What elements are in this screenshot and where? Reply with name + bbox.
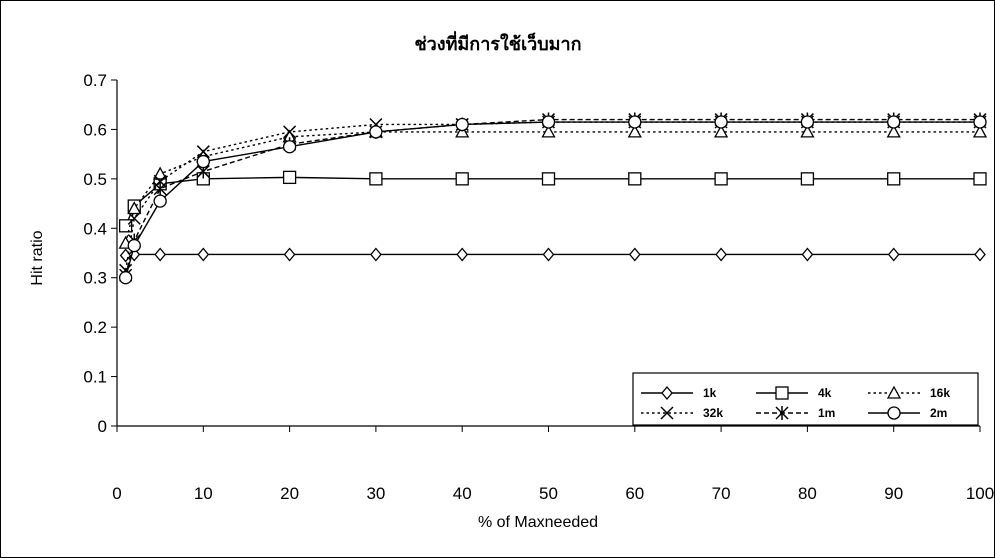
data-point-2m (628, 115, 642, 129)
data-point-1k (370, 247, 382, 262)
data-point-1k (801, 247, 814, 262)
legend-marker-32k (660, 406, 674, 420)
chart-title: ช่วงที่มีการใช้เว็บมาก (414, 31, 581, 55)
legend-label-16k: 16k (930, 386, 950, 400)
legend-box (632, 372, 979, 426)
data-point-1k (974, 247, 986, 262)
x-tick-label: 50 (539, 484, 558, 503)
data-point-16k (886, 124, 901, 138)
data-point-1k (154, 247, 166, 262)
y-axis-title: Hit ratio (29, 230, 46, 285)
data-point-32k (196, 145, 210, 159)
legend-label-4k: 4k (818, 386, 832, 400)
data-point-1k (887, 247, 900, 262)
data-point-1k (542, 247, 555, 262)
data-point-16k (714, 124, 729, 138)
x-tick-label: 40 (453, 484, 472, 503)
data-point-2m (282, 140, 297, 154)
data-point-1m (153, 181, 167, 196)
legend-marker-1k (661, 385, 673, 401)
y-tick-label: 0.7 (83, 71, 107, 90)
data-point-4k (887, 172, 901, 186)
data-point-2m (887, 115, 901, 129)
series-line-32k (124, 121, 980, 271)
series-layer (118, 112, 988, 285)
legend: 1k 4k 16k 32k 1m 2m (632, 372, 979, 426)
legend-label-2m: 2m (930, 406, 947, 420)
data-point-2m (973, 115, 987, 129)
data-point-2m (127, 238, 141, 253)
series-1m (119, 112, 987, 283)
series-2m (118, 115, 987, 285)
y-tick-label: 0.2 (83, 318, 107, 337)
data-point-2m (455, 117, 469, 132)
y-tick-label: 0.1 (83, 368, 107, 387)
legend-marker-4k (775, 386, 789, 400)
data-point-4k (118, 219, 133, 233)
legend-marker-16k (886, 385, 902, 399)
data-point-1k (197, 247, 210, 262)
data-point-4k (628, 172, 642, 186)
legend-label-1m: 1m (818, 406, 835, 420)
x-tick-label: 10 (194, 484, 213, 503)
data-point-16k (627, 124, 642, 138)
data-point-1k (715, 247, 727, 262)
data-point-1k (628, 247, 641, 262)
x-tick-label: 0 (112, 484, 121, 503)
y-tick-label: 0.3 (83, 269, 107, 288)
data-point-2m (153, 194, 167, 208)
data-point-4k (282, 170, 297, 185)
y-tick-label: 0.6 (83, 120, 107, 139)
y-tick-label: 0.4 (83, 219, 107, 238)
x-tick-label: 90 (884, 484, 903, 503)
legend-label-1k: 1k (703, 386, 717, 400)
data-point-2m (800, 115, 815, 129)
data-point-2m (541, 115, 556, 129)
data-point-2m (196, 154, 210, 169)
data-point-1k (119, 248, 132, 263)
data-point-16k (127, 201, 142, 215)
series-1k (119, 247, 986, 263)
x-axis-title: % of Maxneeded (478, 514, 598, 531)
data-point-16k (541, 124, 556, 138)
y-tick-label: 0.5 (83, 170, 107, 189)
series-line-16k (124, 131, 980, 244)
data-point-1k (283, 247, 296, 262)
data-point-16k (153, 166, 168, 180)
legend-marker-1m (775, 406, 789, 420)
x-tick-label: 100 (966, 484, 994, 503)
x-tick-label: 80 (798, 484, 817, 503)
data-point-4k (455, 172, 469, 186)
data-point-4k (369, 172, 383, 186)
data-point-2m (369, 125, 383, 139)
data-point-32k (127, 211, 141, 225)
data-point-16k (972, 124, 988, 138)
data-point-4k (541, 172, 556, 186)
series-line-1m (124, 118, 980, 276)
data-point-16k (800, 124, 815, 138)
legend-label-32k: 32k (703, 406, 723, 420)
x-tick-label: 30 (366, 484, 385, 503)
x-tick-label: 60 (625, 484, 644, 503)
series-16k (118, 124, 988, 249)
data-point-32k (283, 125, 297, 139)
data-point-2m (714, 115, 728, 129)
series-32k (119, 115, 987, 277)
x-tick-label: 70 (712, 484, 731, 503)
y-tick-label: 0 (98, 417, 107, 436)
data-point-4k (800, 172, 815, 186)
series-4k (118, 170, 987, 233)
data-point-2m (118, 271, 133, 285)
data-point-4k (714, 172, 728, 186)
data-point-4k (973, 172, 987, 186)
axes: 0 0.1 0.2 0.3 0.4 0.5 0.6 0.7 0 10 20 30 40 50 60 70 80 9… (83, 71, 994, 503)
data-point-1k (456, 247, 469, 262)
x-tick-label: 20 (280, 484, 299, 503)
legend-marker-2m (887, 406, 901, 420)
